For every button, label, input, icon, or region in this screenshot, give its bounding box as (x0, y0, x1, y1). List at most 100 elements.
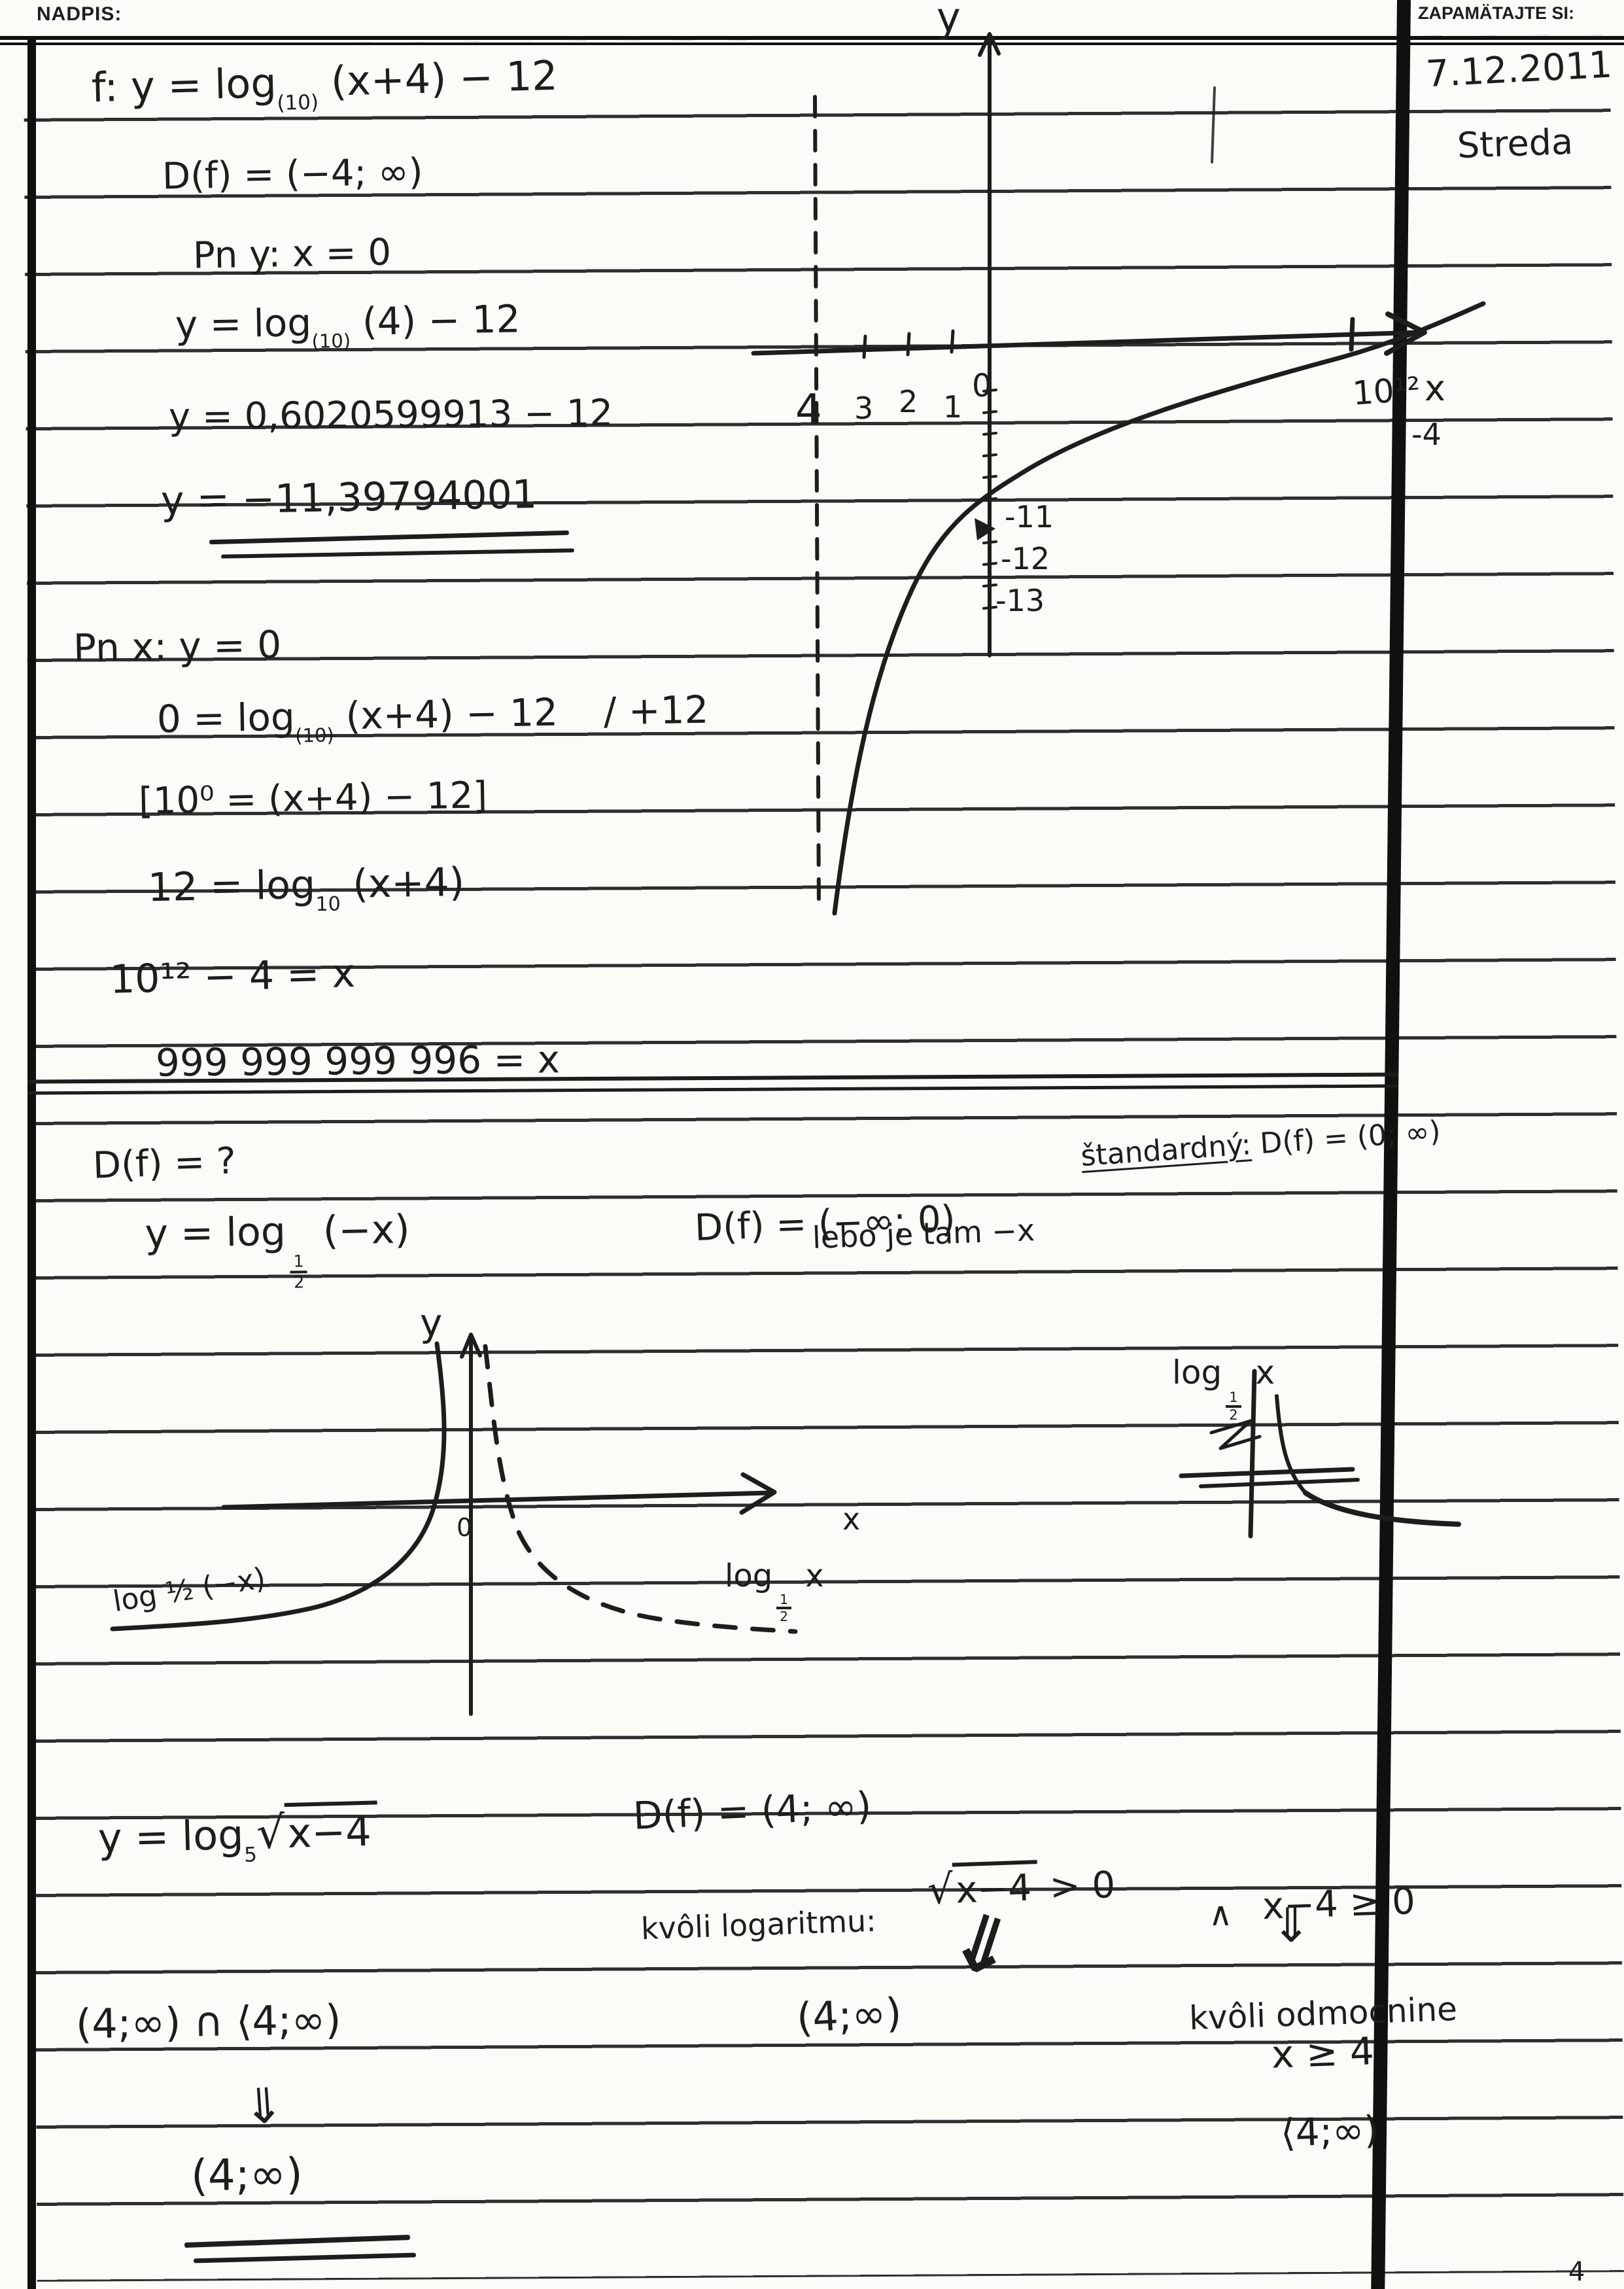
frac-num: 1 (290, 1251, 307, 1274)
frac-den: 2 (1229, 1407, 1238, 1424)
formula-12-eq: 12 = log10 (x+4) (147, 859, 465, 918)
graph1-curve (832, 301, 1486, 916)
formula-12-rest: (x+4) (339, 859, 465, 908)
graph1-xtick-label-2: 2 (899, 384, 918, 419)
formula-log5-sqrt: y = log5√x−4 (97, 1800, 379, 1870)
graph1-x-axis (751, 330, 1423, 356)
formula-log-half-arg: (−x) (310, 1206, 411, 1255)
formula-decimal: y = 0,6020599913 − 12 (168, 392, 613, 438)
formula-log5-main: y = log (97, 1810, 245, 1862)
intersection-expression: (4;∞) ∩ ⟨4;∞) (75, 1995, 342, 2048)
graph1-ytick-j (982, 606, 997, 610)
formula-log4-rest: (4) − 12 (350, 296, 521, 344)
graph2-x-axis (221, 1490, 773, 1510)
formula-domain-3: D(f) = (4; ∞) (632, 1783, 872, 1838)
formula-zero-base: (10) (294, 724, 335, 747)
header-nadpis: NADPIS: (37, 4, 122, 25)
formula-log-half-main: y = log (144, 1208, 286, 1257)
margin-sketch (1179, 1369, 1461, 1539)
sketch-horizontal-1 (1179, 1467, 1355, 1478)
frac-den: 2 (780, 1609, 788, 1625)
middle-result-interval: (4;∞) (795, 1988, 903, 2042)
graph1-ytick-g (982, 540, 997, 544)
graph1-tick-2 (906, 332, 911, 357)
left-border (27, 36, 36, 2289)
page-number: 4 (1568, 2257, 1585, 2287)
sketch-vertical-axis (1248, 1369, 1257, 1539)
graph1-xtick-label-0: 0 (972, 368, 992, 404)
formula-zero-rest: (x+4) − 12 (333, 690, 559, 739)
formula-zero-eq: 0 = log(10) (x+4) − 12 ∕ +12 (156, 687, 709, 748)
formula-px: Pn x: y = 0 (73, 622, 282, 671)
formula-12-base: 10 (315, 892, 341, 917)
inequality-x-ge-4: x ≥ 4 (1270, 2029, 1375, 2077)
graph1-tick-1 (950, 329, 955, 354)
graph1-x-arrow (1384, 311, 1427, 356)
header-zapamatajte: ZAPAMÄTAJTE SI: (1418, 4, 1574, 22)
condition-sqrt-rest: > 0 (1037, 1864, 1116, 1910)
graph2-right-label-arg: x (795, 1558, 824, 1594)
top-border-line-2 (0, 43, 1624, 45)
formula-f-main: f: y = log (90, 58, 277, 112)
formula-zero-main: 0 = log (156, 694, 296, 742)
graph2-x-label: x (842, 1501, 861, 1537)
header-nadpis-label: NADPIS: (37, 3, 122, 25)
sqrt-sign: √ (926, 1865, 954, 1913)
formula-py: Pn y: x = 0 (192, 231, 392, 277)
formula-ten12: 10¹² − 4 = x (109, 951, 356, 1003)
frac-den: 2 (293, 1272, 305, 1292)
graph1-ytick-label-13: -13 (995, 583, 1045, 618)
graph1-xtick-label-3: 3 (854, 391, 873, 426)
formula-log4-base: (10) (311, 329, 351, 353)
frac-num: 1 (1226, 1390, 1241, 1408)
graph1-ytick-e (982, 475, 997, 479)
formula-zero-op: ∕ +12 (603, 687, 709, 734)
sketch-scribble (1209, 1419, 1262, 1450)
margin-log-word: log (1172, 1354, 1222, 1391)
graph2-right-curve-label: log 1 2 x (725, 1560, 824, 1624)
graph2-right-label-log: log (725, 1558, 773, 1594)
graph2-mirror-curves (110, 1333, 798, 1716)
sqrt-radicand: x−4 (284, 1800, 379, 1858)
graph1-offset-label: -4 (1411, 417, 1442, 452)
final-result-interval: (4;∞) (190, 2148, 303, 2201)
sketch-curve-top (1275, 1394, 1307, 1495)
graph2-origin-label: 0 (457, 1513, 473, 1542)
graph2-y-label: y (420, 1301, 443, 1345)
graph1-ytick-c (982, 432, 997, 436)
note-why-root: kvôli odmocnine (1188, 1989, 1458, 2038)
graph1-y-label: y (937, 0, 961, 41)
frac-num: 1 (776, 1592, 791, 1610)
graph1-tick-3 (862, 334, 867, 359)
sqrt-sign: √ (256, 1807, 286, 1860)
graph1-x-label: x (1425, 368, 1445, 409)
top-border-line-1 (0, 36, 1624, 40)
sketch-horizontal-2 (1199, 1478, 1360, 1488)
graph1-ytick-label-11: -11 (1005, 499, 1054, 534)
graph1-ytick-b (982, 410, 997, 414)
graph1-ytick-i (982, 584, 997, 587)
sketch-curve-tail (1303, 1490, 1461, 1527)
graph1-xtick-label-4: 4 (795, 386, 822, 434)
graph1-ytick-d (982, 453, 997, 457)
graph1-root-label: 10¹² (1351, 370, 1422, 413)
graph1-xtick-label-1: 1 (943, 389, 962, 425)
condition-sqrt-positive: √x−4 > 0 (926, 1860, 1116, 1913)
note-why-log: kvôli logaritmu: (640, 1902, 877, 1947)
note-lebo: lebo je tam −x (812, 1212, 1036, 1255)
graph2-x-arrow (739, 1472, 777, 1515)
formula-log4-main: y = log (175, 300, 312, 347)
header-zapamatajte-label: ZAPAMÄTAJTE SI: (1418, 3, 1574, 23)
double-arrow-mid: ⇓ (241, 2076, 286, 2137)
graph1-crossing-marker (975, 518, 995, 540)
graph1-asymptote-dashed (813, 95, 821, 913)
graph2-y-arrow (460, 1333, 482, 1359)
graph2-solid-curve (110, 1341, 447, 1632)
margin-log-label: log 1 2 x (1172, 1355, 1275, 1424)
graph1-y-arrow (978, 32, 1001, 57)
formula-domain-1: D(f) = (−4; ∞) (162, 150, 424, 198)
